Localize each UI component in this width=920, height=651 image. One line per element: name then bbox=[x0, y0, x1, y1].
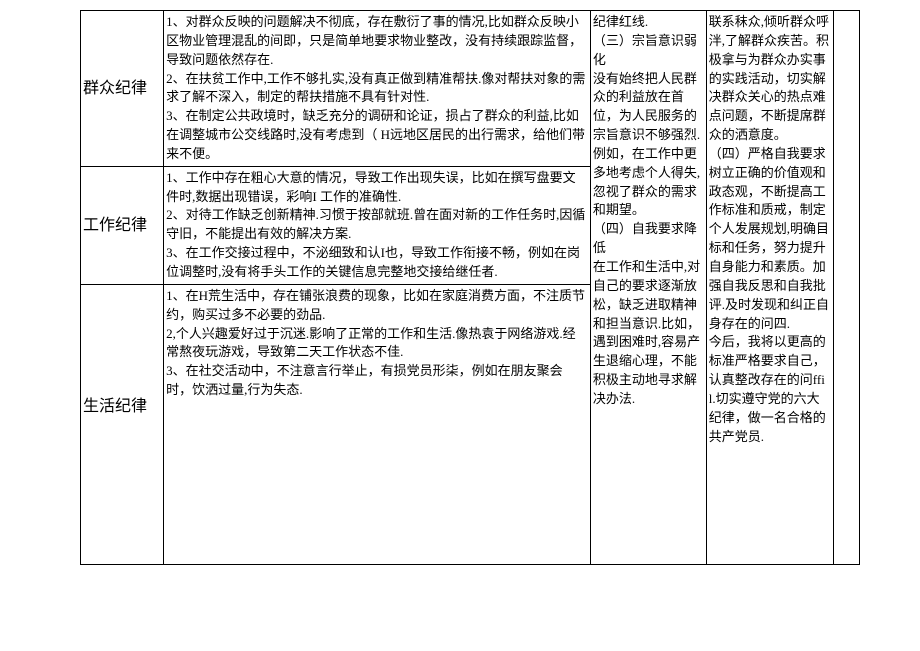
measures-text: 联系秣众,倾听群众呼泮,了解群众疾苦。积极拿与为群众办实事的实践活动，切实解决群… bbox=[709, 14, 829, 444]
category-label: 工作纪律 bbox=[83, 217, 147, 234]
category-cell: 生活纪律 bbox=[81, 284, 164, 564]
content-cell: 1、工作中存在粗心大意的情况，导致工作出现失误，比如在撰写盘要文件时,数据出现错… bbox=[164, 166, 591, 284]
category-cell: 工作纪律 bbox=[81, 166, 164, 284]
category-label: 生活纪律 bbox=[83, 398, 147, 415]
analysis-cell: 纪律红线.（三）宗旨意识弱化没有始终把人民群众的利益放在首位，为人民服务的宗旨意… bbox=[590, 11, 706, 565]
content-text: 1、对群众反映的问题解决不彻底，存在敷衍了事的情况,比如群众反映小区物业管理混乱… bbox=[166, 14, 585, 161]
document-page: 群众纪律 1、对群众反映的问题解决不彻底，存在敷衍了事的情况,比如群众反映小区物… bbox=[0, 0, 920, 625]
category-label: 群众纪律 bbox=[83, 80, 147, 97]
content-cell: 1、对群众反映的问题解决不彻底，存在敷衍了事的情况,比如群众反映小区物业管理混乱… bbox=[164, 11, 591, 167]
content-cell: 1、在H荒生活中，存在铺张浪费的现象，比如在家庭消费方面，不注质节约，购买过多不… bbox=[164, 284, 591, 564]
discipline-table: 群众纪律 1、对群众反映的问题解决不彻底，存在敷衍了事的情况,比如群众反映小区物… bbox=[80, 10, 860, 565]
analysis-text: 纪律红线.（三）宗旨意识弱化没有始终把人民群众的利益放在首位，为人民服务的宗旨意… bbox=[593, 14, 700, 406]
category-cell: 群众纪律 bbox=[81, 11, 164, 167]
table-row: 群众纪律 1、对群众反映的问题解决不彻底，存在敷衍了事的情况,比如群众反映小区物… bbox=[81, 11, 860, 167]
empty-cell bbox=[833, 11, 859, 565]
content-text: 1、工作中存在粗心大意的情况，导致工作出现失误，比如在撰写盘要文件时,数据出现错… bbox=[166, 170, 585, 279]
measures-cell: 联系秣众,倾听群众呼泮,了解群众疾苦。积极拿与为群众办实事的实践活动，切实解决群… bbox=[706, 11, 833, 565]
content-text: 1、在H荒生活中，存在铺张浪费的现象，比如在家庭消费方面，不注质节约，购买过多不… bbox=[166, 288, 585, 397]
